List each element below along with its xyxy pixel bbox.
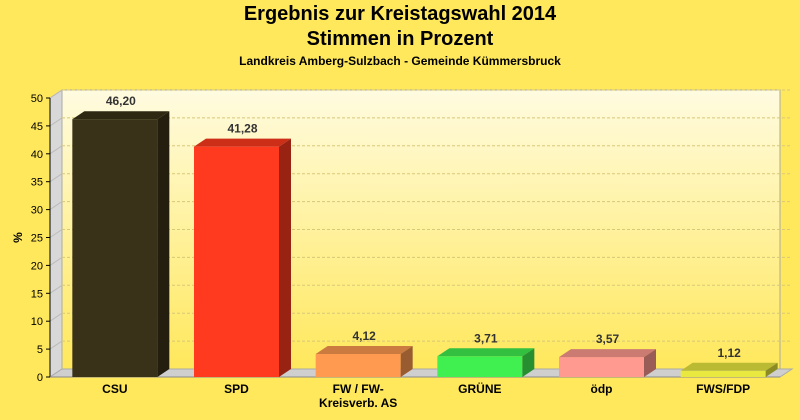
y-axis-title: % (11, 232, 25, 243)
bar-top (72, 111, 170, 120)
y-tick-label: 30 (31, 205, 43, 217)
x-tick-label: SPD (224, 382, 249, 396)
plot-back-wall (61, 89, 781, 370)
y-tick-label: 45 (31, 121, 43, 133)
gridline-side (49, 201, 63, 211)
bar (194, 146, 279, 377)
chart-subtitle: Landkreis Amberg-Sulzbach - Gemeinde Küm… (239, 54, 561, 68)
data-label: 3,57 (596, 332, 620, 346)
x-tick-label: GRÜNE (458, 381, 501, 396)
bar-top (559, 349, 656, 358)
y-tick-label: 20 (31, 260, 43, 272)
gridline-side (49, 284, 63, 294)
x-tick-label: Kreisverb. AS (319, 396, 397, 410)
bar (559, 357, 644, 377)
bar-top (315, 346, 413, 355)
y-tick-label: 0 (37, 372, 43, 384)
gridline-side (49, 312, 63, 322)
gridline-side (49, 145, 63, 155)
bar-top (437, 348, 535, 357)
gridline-side (49, 229, 63, 238)
gridline-side (49, 256, 63, 266)
bar-side (644, 349, 656, 377)
bar-side (765, 362, 778, 377)
bar-side (279, 138, 291, 377)
x-tick-label: FW / FW- (333, 382, 384, 396)
gridline-side (49, 89, 63, 99)
bar-side (157, 111, 170, 377)
bar (315, 354, 401, 377)
data-label: 4,12 (352, 329, 376, 343)
bar-side (522, 348, 535, 377)
chart-title-line2: Stimmen in Prozent (306, 28, 494, 50)
bar-top (680, 362, 778, 371)
y-tick-label: 25 (31, 233, 43, 245)
y-tick-label: 10 (31, 316, 43, 328)
bar (437, 356, 523, 377)
data-label: 3,71 (474, 331, 498, 345)
bar (680, 370, 766, 377)
data-label: 46,20 (106, 94, 136, 108)
bar (72, 119, 158, 377)
data-label: 1,12 (717, 346, 741, 360)
bar-top (194, 138, 291, 147)
y-tick-label: 5 (37, 344, 43, 356)
gridline-side (49, 340, 63, 350)
x-tick-label: FWS/FDP (696, 382, 750, 396)
x-tick-label: ödp (591, 382, 613, 396)
chart-title: Ergebnis zur Kreistagswahl 2014 (243, 3, 557, 25)
y-tick-label: 50 (31, 93, 43, 105)
y-tick-label: 40 (31, 149, 43, 161)
bar-side (400, 346, 413, 377)
gridline-side (49, 173, 63, 183)
y-tick-label: 15 (31, 288, 43, 300)
data-label: 41,28 (227, 122, 257, 136)
x-tick-label: CSU (102, 382, 127, 396)
gridline-side (49, 117, 63, 127)
y-tick-label: 35 (31, 177, 43, 189)
